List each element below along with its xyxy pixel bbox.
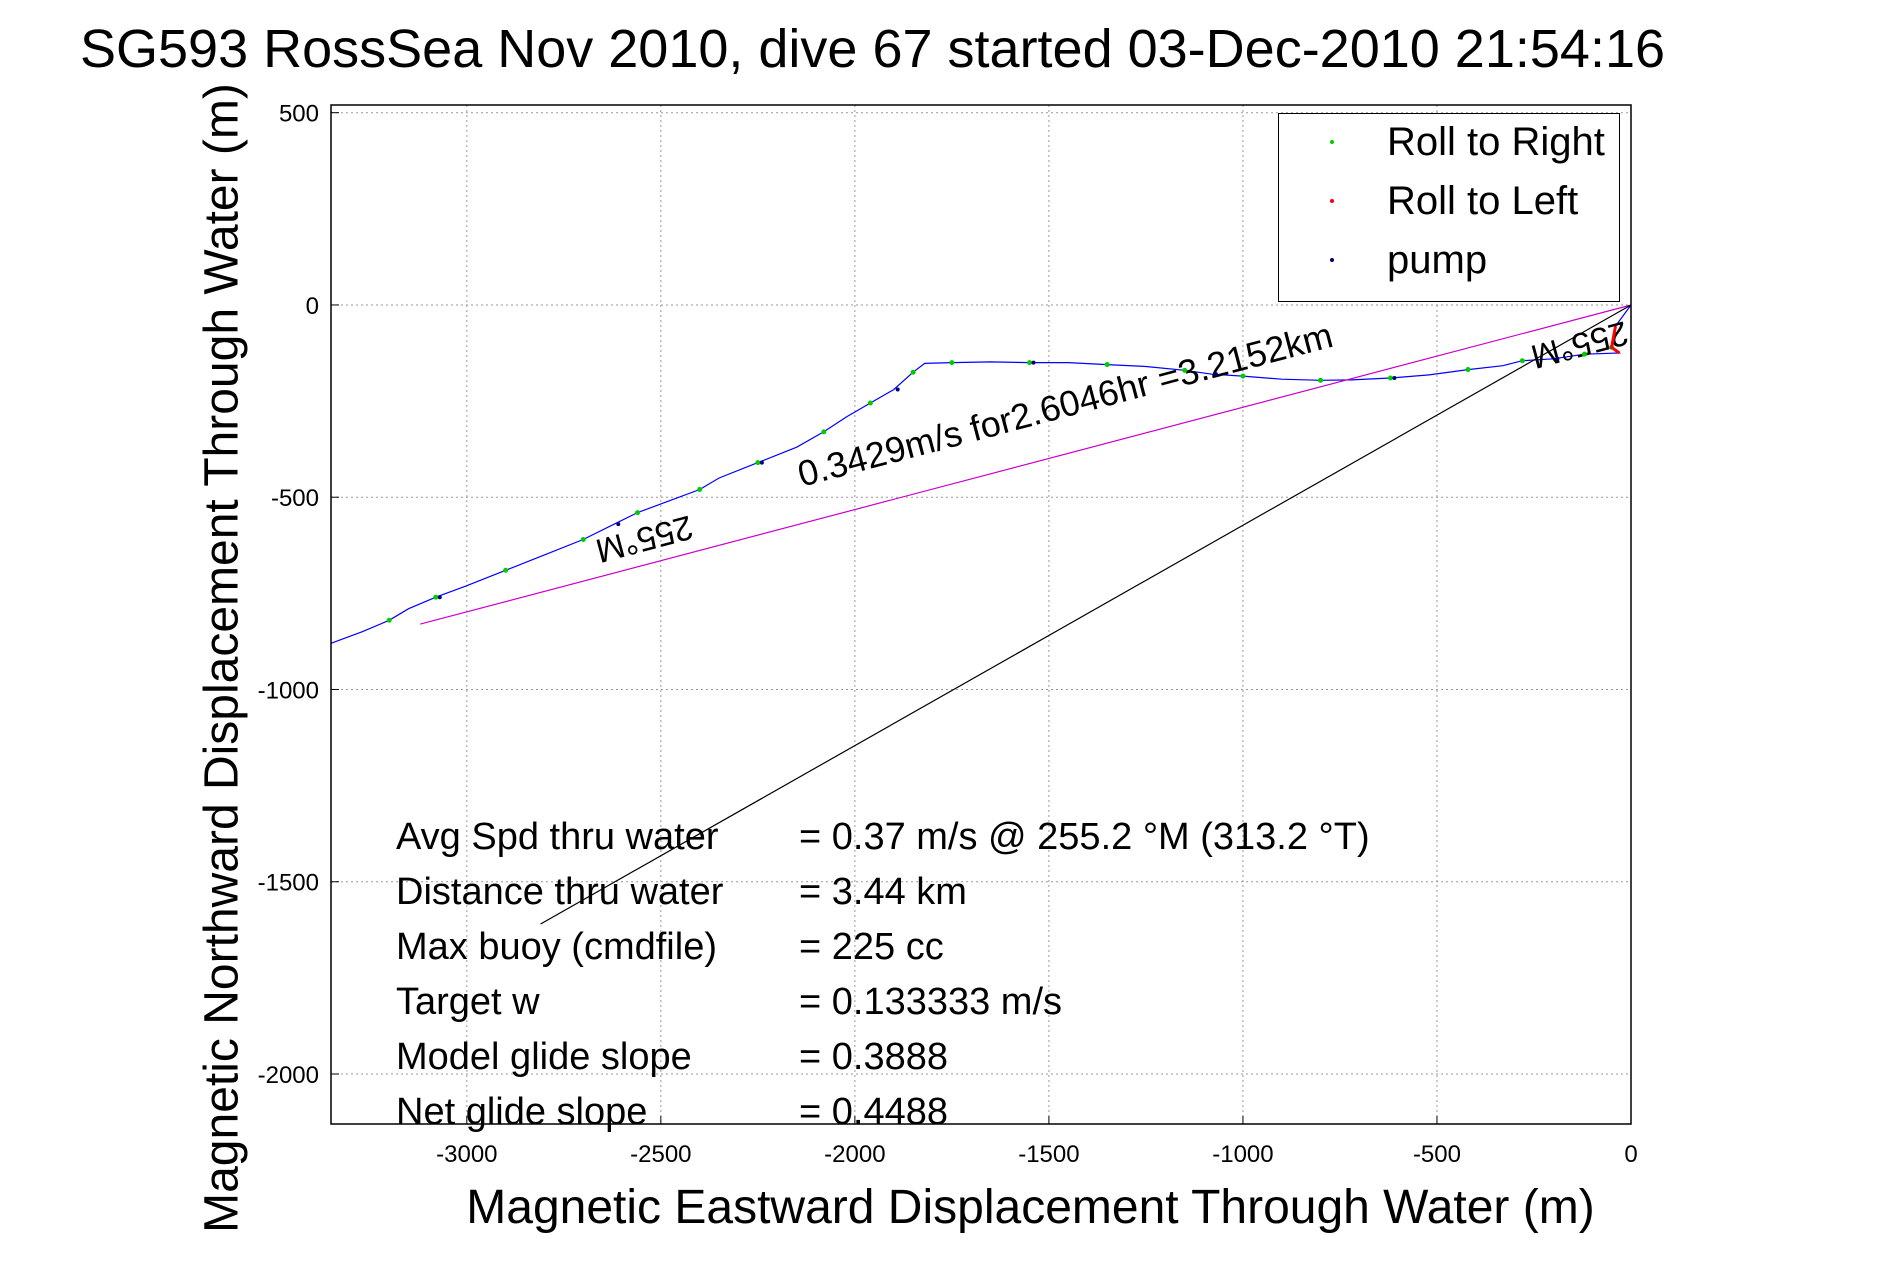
stat-label: Max buoy (cmdfile) [396,926,717,968]
x-tick-label: -2000 [824,1141,885,1168]
roll-right-marker [1027,360,1033,366]
roll-right-marker [1387,375,1393,381]
stat-value: = 0.4488 [799,1091,948,1133]
pump-marker [1031,360,1036,365]
roll-right-marker [697,487,703,493]
y-tick-label: -500 [271,485,319,512]
x-tick-label: -500 [1413,1141,1461,1168]
legend-label: pump [1387,238,1488,282]
y-axis-label: Magnetic Northward Displacement Through … [195,83,249,1233]
series-line [330,304,1632,644]
y-tick-label: -1000 [258,677,319,704]
pump-marker [1555,356,1560,361]
legend-marker-roll-right [1330,140,1334,144]
legend-marker-pump [1330,258,1334,262]
x-tick-label: 0 [1624,1141,1637,1168]
pump-marker [759,460,764,465]
stat-label: Net glide slope [396,1091,648,1133]
roll-right-marker [949,360,955,366]
chart-title: SG593 RossSea Nov 2010, dive 67 started … [80,19,1666,79]
roll-right-marker [1465,367,1471,373]
y-tick-label: 500 [279,101,319,128]
legend-item-pump: pump [1279,236,1619,292]
series-line [420,304,1632,625]
x-tick-label: -1500 [1018,1141,1079,1168]
pump-marker [616,522,621,527]
stat-label: Model glide slope [396,1036,692,1078]
roll-right-marker [910,369,916,375]
pump-marker [1213,372,1218,377]
grid-lines [331,105,1632,1124]
stat-value: = 3.44 km [799,871,967,913]
stat-label: Distance thru water [396,871,724,913]
stat-value: = 0.133333 m/s [799,981,1063,1023]
stat-value: = 225 cc [799,926,944,968]
stat-label: Avg Spd thru water [396,816,719,858]
roll-left-segment [1609,325,1621,355]
x-tick-label: -1000 [1212,1141,1273,1168]
roll-right-marker [1318,377,1324,383]
roll-right-marker [635,510,641,516]
y-tick-label: 0 [306,293,319,320]
roll-right-marker [386,617,392,623]
pump-marker [437,595,442,600]
roll-right-marker [433,594,439,600]
legend: Roll to Right Roll to Left pump [1278,113,1620,302]
y-tick-label: -1500 [258,870,319,897]
roll-right-marker [1240,373,1246,379]
stat-value: = 0.37 m/s @ 255.2 °M (313.2 °T) [799,816,1370,858]
roll-right-marker [1104,362,1110,368]
roll-right-marker [867,400,873,406]
legend-marker-roll-left [1330,199,1334,203]
legend-label: Roll to Left [1387,179,1579,223]
roll-right-marker [821,429,827,435]
roll-right-marker [1182,367,1188,373]
pump-marker [1392,376,1397,381]
legend-label: Roll to Right [1387,120,1605,164]
x-axis-label: Magnetic Eastward Displacement Through W… [466,1181,1595,1234]
roll-right-marker [580,537,586,543]
heading-annotation: 255°M [592,507,697,569]
series-line [540,304,1632,925]
heading-annotation: 255°M [1527,313,1632,375]
roll-right-marker [1519,358,1525,364]
roll-right-marker [503,567,509,573]
stat-label: Target w [396,981,540,1023]
stat-value: = 0.3888 [799,1036,948,1078]
y-tick-label: -2000 [258,1062,319,1089]
legend-item-roll-left: Roll to Left [1279,177,1619,233]
legend-item-roll-right: Roll to Right [1279,118,1619,174]
x-tick-label: -2500 [630,1141,691,1168]
roll-right-marker [1581,351,1587,357]
x-tick-label: -3000 [436,1141,497,1168]
axes-frame [330,104,1632,1125]
roll-right-marker [755,460,761,466]
pump-marker [895,387,900,392]
tick-labels: -3000 -2500 -2000 -1500 -1000 -500 0 500 0 -500 -1… [258,101,1638,1168]
